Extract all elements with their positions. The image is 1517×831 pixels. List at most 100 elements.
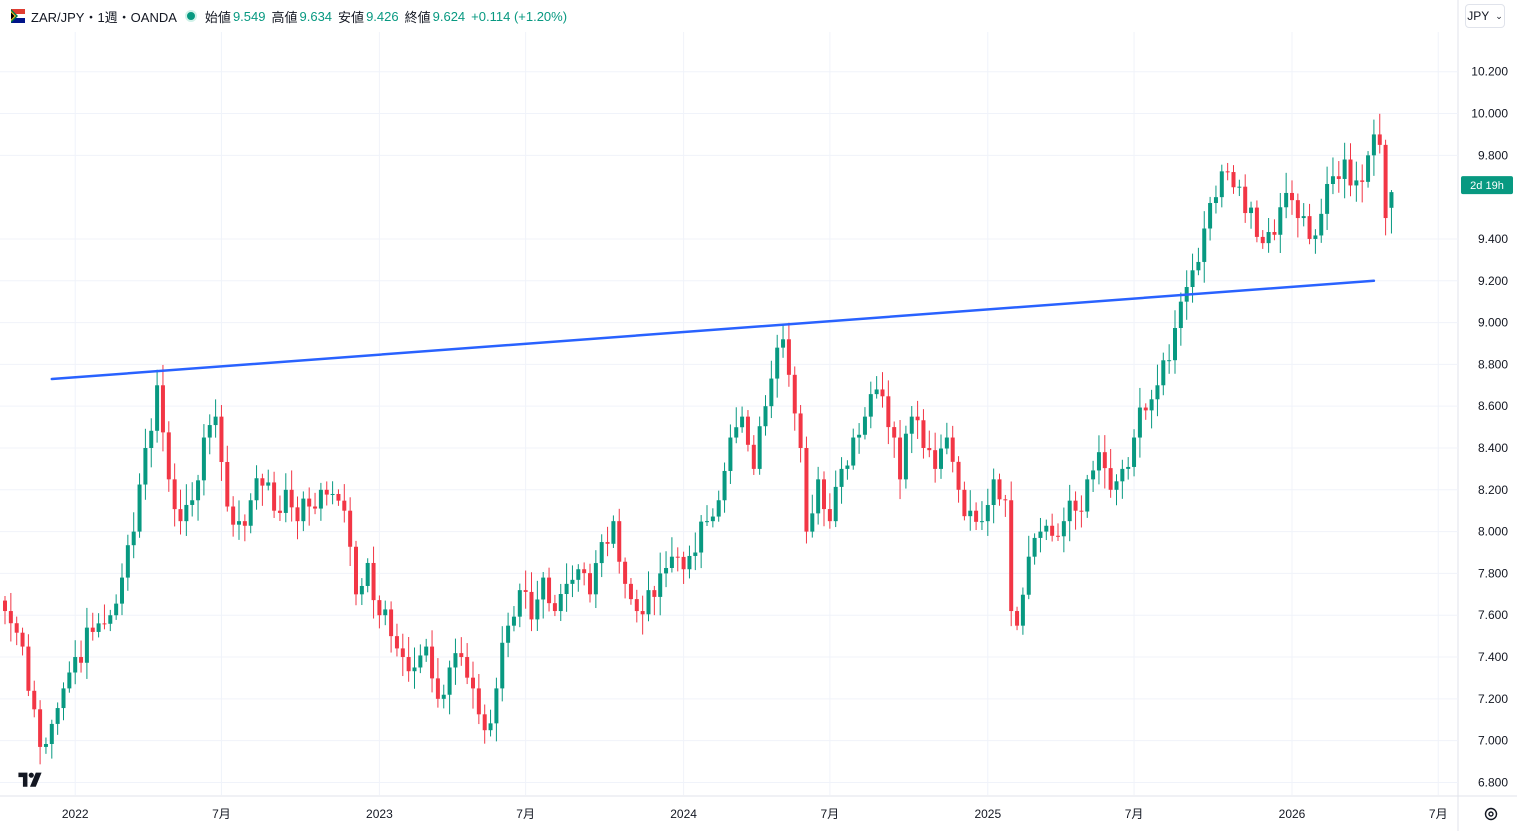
close-value: 9.624 — [432, 8, 466, 24]
candle-body — [593, 563, 598, 595]
candle-body — [939, 448, 943, 469]
candle-body — [160, 385, 165, 433]
tradingview-logo-icon[interactable] — [14, 770, 46, 788]
candle-body — [406, 657, 411, 672]
market-status-icon — [184, 10, 197, 22]
candle-body — [874, 389, 879, 395]
candle-body — [634, 599, 639, 612]
candle-body — [1032, 537, 1037, 557]
candle-body — [354, 546, 358, 595]
candle-body — [418, 655, 423, 668]
candle-body — [277, 510, 282, 513]
high-value: 9.634 — [299, 8, 333, 24]
candle-body — [43, 743, 48, 747]
x-tick-label: 2026 — [1279, 807, 1306, 821]
y-tick-label: 8.200 — [1478, 483, 1508, 497]
candle-body — [740, 416, 745, 428]
candle-body — [1301, 216, 1306, 219]
currency-label: JPY — [1467, 9, 1490, 23]
candle-body — [424, 646, 429, 656]
candle-body — [862, 416, 867, 435]
trendline-layer[interactable] — [50, 279, 1376, 381]
candle-body — [488, 723, 493, 731]
candle-body — [833, 486, 838, 522]
candle-body — [582, 569, 587, 574]
candle-body — [1219, 171, 1224, 198]
countdown-text: 2d 19h — [1470, 180, 1504, 192]
candle-body — [3, 600, 7, 612]
trendline[interactable] — [50, 279, 1376, 381]
candle-body — [61, 688, 66, 709]
candle-body — [1213, 197, 1218, 204]
candle-body — [523, 590, 528, 592]
candle-body — [155, 385, 160, 431]
symbol-title[interactable]: ZAR/JPY・1週・OANDA — [31, 9, 177, 25]
candle-body — [1237, 186, 1242, 188]
candle-body — [1348, 159, 1353, 186]
candle-body — [120, 577, 124, 604]
y-tick-label: 7.800 — [1478, 566, 1508, 580]
candle-body — [172, 479, 177, 510]
candle-body — [576, 569, 581, 580]
candle-body — [184, 504, 189, 522]
y-tick-label: 8.600 — [1478, 399, 1508, 413]
candle-body — [617, 521, 622, 562]
candle-body — [26, 646, 31, 691]
x-tick-label: 2024 — [670, 807, 697, 821]
candle-body — [529, 591, 534, 620]
low-label: 安値 — [338, 9, 365, 25]
candle-body — [324, 489, 329, 495]
y-tick-label: 7.200 — [1478, 692, 1508, 706]
candle-body — [517, 590, 522, 617]
candle-body — [1178, 301, 1183, 329]
candle-body — [471, 677, 475, 689]
candle-body — [1126, 466, 1131, 469]
candle-body — [453, 653, 458, 668]
gear-icon[interactable] — [1483, 806, 1499, 822]
candle-body — [968, 510, 973, 517]
open-label: 始値 — [204, 9, 231, 25]
candle-body — [880, 389, 885, 397]
x-tick-label: 2022 — [62, 807, 89, 821]
candle-body — [178, 509, 183, 522]
candle-body — [102, 623, 107, 625]
candle-body — [898, 437, 903, 480]
candle-body — [435, 678, 440, 699]
candle-body — [254, 478, 259, 501]
candle-body — [1073, 500, 1078, 511]
x-tick-label: 7月 — [821, 807, 840, 821]
y-tick-label: 8.000 — [1478, 525, 1508, 539]
candle-body — [611, 521, 616, 544]
candle-body — [681, 556, 686, 570]
candle-body — [1102, 452, 1107, 469]
candle-body — [605, 542, 610, 544]
candle-body — [535, 599, 540, 620]
candle-body — [108, 615, 113, 624]
candle-body — [1389, 192, 1394, 208]
candle-body — [266, 482, 271, 486]
candle-body — [196, 480, 201, 501]
candle-body — [166, 432, 171, 480]
candle-body — [201, 437, 206, 481]
candle-body — [365, 562, 370, 586]
y-tick-label: 6.800 — [1478, 775, 1508, 789]
currency-selector[interactable]: JPY ⌄ — [1465, 4, 1505, 28]
candle-body — [956, 461, 961, 490]
price-axis[interactable]: 10.200 10.000 9.800 9.400 9.200 9.000 8.800 8.6… — [1471, 65, 1508, 790]
candle-body — [640, 611, 645, 615]
candle-body — [705, 521, 709, 523]
candle-body — [32, 690, 37, 710]
candle-body — [915, 416, 920, 421]
candle-body — [1290, 192, 1294, 201]
candle-body — [693, 552, 698, 556]
candle-body — [289, 489, 294, 508]
low-value: 9.426 — [366, 8, 399, 24]
candle-body — [20, 632, 25, 647]
candle-body — [1295, 200, 1300, 219]
candle-body — [974, 510, 979, 522]
time-axis[interactable]: 2022 7月 2023 7月 2024 7月 2025 7月 2026 7月 — [62, 807, 1448, 821]
y-tick-label: 7.400 — [1478, 650, 1508, 664]
candle-body — [716, 500, 721, 517]
candle-body — [500, 642, 505, 689]
